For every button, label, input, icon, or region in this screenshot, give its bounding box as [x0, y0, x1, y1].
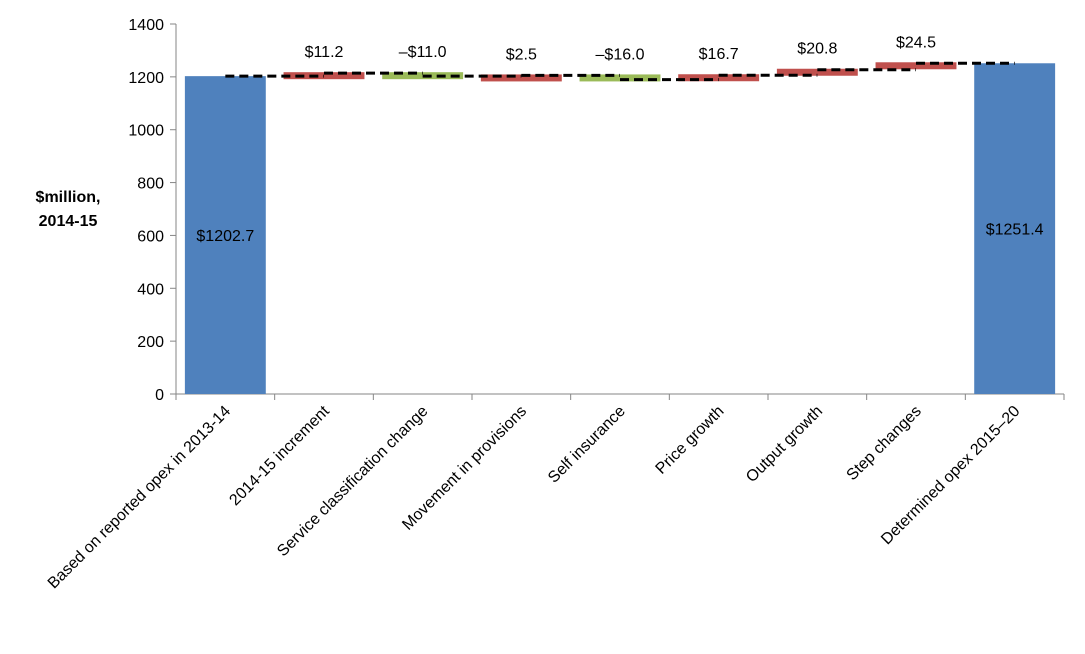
bar-increase [480, 74, 562, 82]
category-label: Price growth [653, 403, 728, 478]
category-label: Self insurance [545, 403, 629, 487]
category-label: Output growth [743, 403, 826, 486]
bar-increase [678, 74, 760, 82]
bar-total [974, 63, 1056, 394]
data-label: –$11.0 [399, 44, 447, 61]
y-tick-label: 400 [137, 281, 164, 298]
y-tick-label: 800 [137, 176, 164, 193]
data-label: $2.5 [506, 46, 537, 63]
data-label: $20.8 [797, 41, 837, 58]
data-labels: $1202.7 $11.2 –$11.0 $2.5 –$16.0 $16.7 $20.8 $2… [196, 34, 1043, 245]
data-label: $11.2 [305, 44, 344, 61]
category-label: 2014-15 increment [226, 402, 333, 509]
y-tick-label: 1400 [128, 17, 164, 34]
category-label: Step changes [844, 403, 925, 484]
y-tick-label: 0 [155, 387, 164, 404]
y-axis-title-line: $million, [36, 189, 101, 206]
bar-increase [875, 62, 957, 70]
category-label: Based on reported opex in 2013-14 [45, 403, 234, 592]
connectors [225, 61, 1015, 82]
data-label: –$16.0 [596, 46, 645, 63]
data-label: $1251.4 [986, 222, 1044, 239]
y-tick-label: 1200 [128, 70, 164, 87]
y-axis: 0 200 400 600 800 1000 1200 1400 [128, 17, 177, 404]
y-tick-label: 1000 [128, 123, 164, 140]
category-labels: Based on reported opex in 2013-142014-15… [45, 402, 1024, 592]
bar-total [184, 76, 266, 395]
y-tick-label: 200 [137, 334, 164, 351]
x-axis [175, 393, 1065, 400]
data-label: $24.5 [896, 34, 936, 51]
data-label: $1202.7 [196, 228, 254, 245]
y-tick-label: 600 [137, 228, 164, 245]
data-label: $16.7 [699, 46, 739, 63]
y-axis-title: $million, 2014-15 [36, 189, 101, 230]
bars [184, 62, 1056, 395]
bar-increase [776, 68, 858, 76]
bar-decrease [579, 74, 661, 82]
y-axis-title-line: 2014-15 [39, 213, 98, 230]
